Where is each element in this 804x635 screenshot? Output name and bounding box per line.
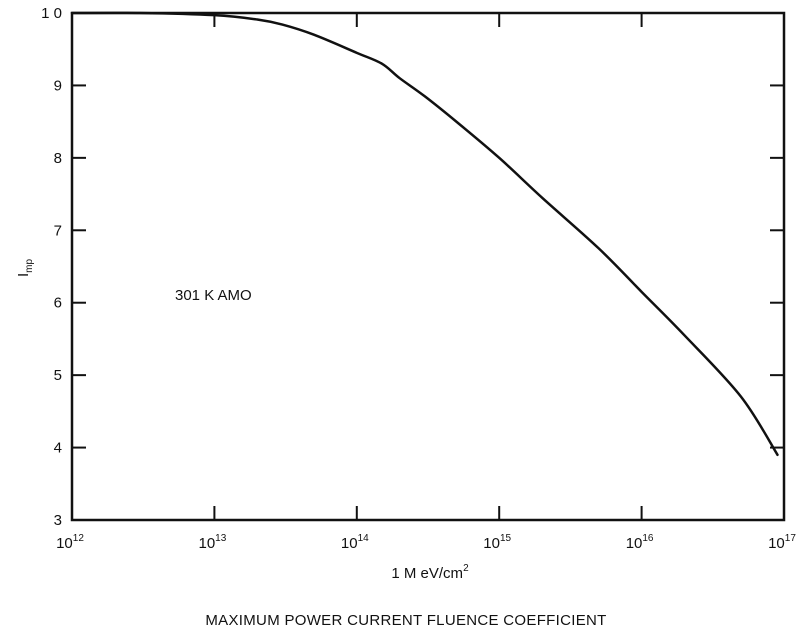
- y-tick-label: 1 0: [41, 5, 62, 22]
- annotation-label: 301 K AMO: [175, 287, 252, 304]
- x-tick-label: 1014: [341, 533, 369, 552]
- chart-caption: MAXIMUM POWER CURRENT FLUENCE COEFFICIEN…: [205, 612, 606, 629]
- y-tick-label: 4: [54, 440, 62, 457]
- y-tick-label: 8: [54, 150, 62, 167]
- y-tick-label: 5: [54, 367, 62, 384]
- x-tick-label: 1013: [198, 533, 226, 552]
- axis-ticks: [72, 13, 784, 520]
- y-tick-label: 3: [54, 512, 62, 529]
- x-tick-label: 1017: [768, 533, 796, 552]
- y-tick-label: 6: [54, 295, 62, 312]
- x-tick-label: 1015: [483, 533, 511, 552]
- x-tick-label: 1012: [56, 533, 84, 552]
- plot-frame: [70, 11, 786, 522]
- y-tick-label: 9: [54, 77, 62, 94]
- series-line: [70, 11, 779, 457]
- y-tick-label: 7: [54, 222, 62, 239]
- x-axis-label: 1 M eV/cm2: [391, 563, 469, 582]
- x-tick-label: 1016: [626, 533, 654, 552]
- y-axis-label: Imp: [15, 259, 35, 278]
